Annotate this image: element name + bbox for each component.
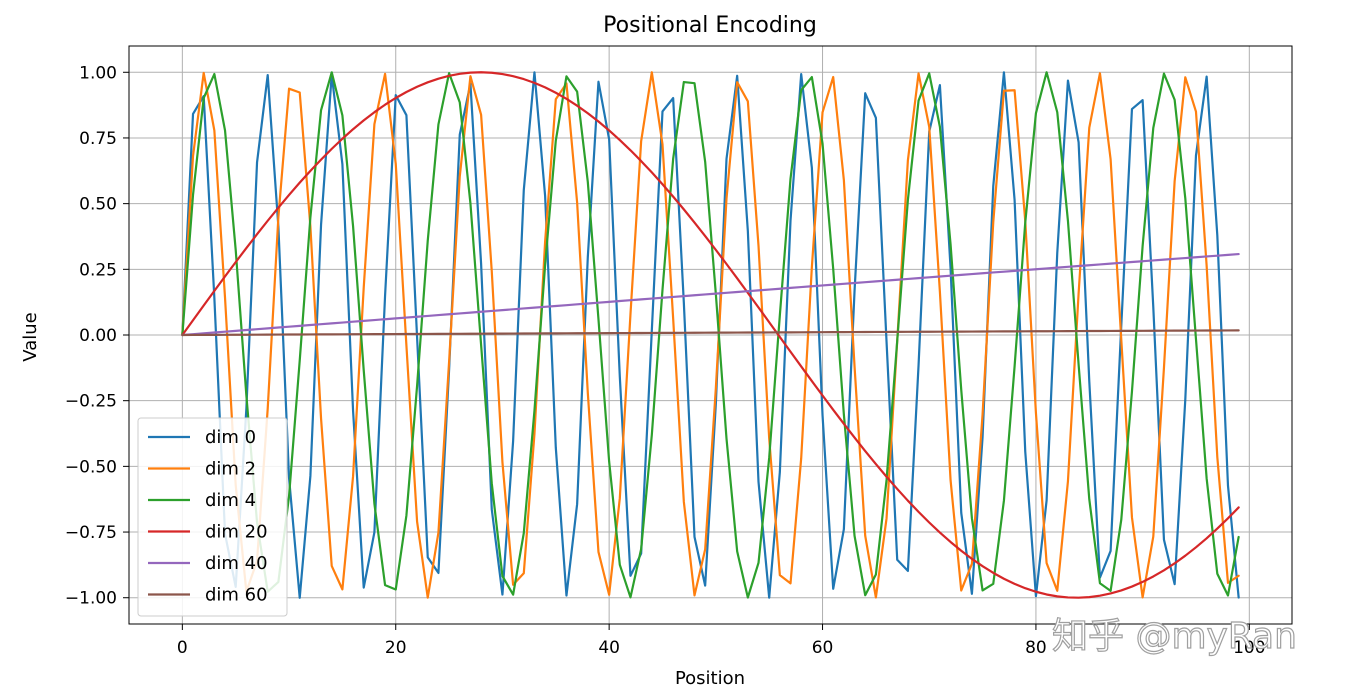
x-tick-label: 0 — [177, 638, 188, 658]
y-tick-label: −0.50 — [65, 457, 117, 477]
y-tick-label: 0.00 — [79, 326, 117, 346]
x-tick-label: 80 — [1025, 638, 1047, 658]
y-tick-label: 0.50 — [79, 195, 117, 215]
series-lines — [181, 71, 1240, 599]
legend-label: dim 60 — [205, 585, 268, 606]
y-tick-label: −0.25 — [65, 392, 117, 412]
legend: dim 0 dim 2 dim 4 dim 20 dim 40 dim 60 — [137, 417, 288, 617]
series-line-dim-40 — [181, 252, 1240, 337]
y-tick-label: −0.75 — [65, 523, 117, 543]
chart-title: Positional Encoding — [603, 13, 817, 38]
legend-label: dim 4 — [205, 490, 256, 511]
x-axis-label: Position — [675, 668, 745, 689]
legend-label: dim 0 — [205, 427, 256, 448]
x-tick-label: 60 — [812, 638, 834, 658]
x-tick-label: 20 — [385, 638, 407, 658]
series-line-dim-60 — [181, 329, 1240, 337]
y-tick-label: 1.00 — [79, 63, 117, 83]
y-tick-label: −1.00 — [65, 589, 117, 609]
legend-label: dim 40 — [205, 553, 268, 574]
y-axis-label: Value — [20, 312, 41, 361]
y-tick-label: 0.75 — [79, 129, 117, 149]
watermark: 知乎 @myRan — [1052, 616, 1297, 657]
series-line-dim-20 — [181, 71, 1240, 599]
series-line-dim-2 — [181, 71, 1240, 599]
x-tick-label: 40 — [598, 638, 620, 658]
axis-ticks: 0 20 40 60 80 100 −1.00 −0.75 −0.50 −0.25 0.00 0.25… — [65, 63, 1266, 658]
legend-label: dim 20 — [205, 522, 268, 543]
y-tick-label: 0.25 — [79, 260, 117, 280]
series-line-dim-4 — [181, 71, 1240, 599]
legend-label: dim 2 — [205, 459, 256, 480]
x-tick-label: 100 — [1233, 638, 1265, 658]
